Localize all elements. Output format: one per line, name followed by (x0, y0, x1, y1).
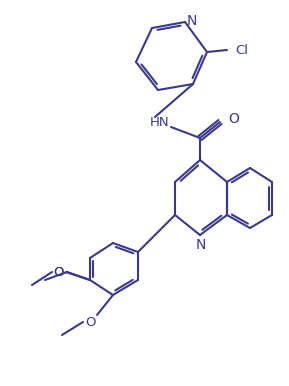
Text: HN: HN (150, 115, 170, 129)
Text: O: O (228, 112, 239, 126)
Text: Cl: Cl (235, 44, 248, 56)
Text: N: N (187, 14, 197, 28)
Text: O: O (54, 266, 64, 279)
Text: O: O (53, 266, 64, 279)
Text: N: N (196, 238, 206, 252)
Text: O: O (85, 315, 95, 328)
